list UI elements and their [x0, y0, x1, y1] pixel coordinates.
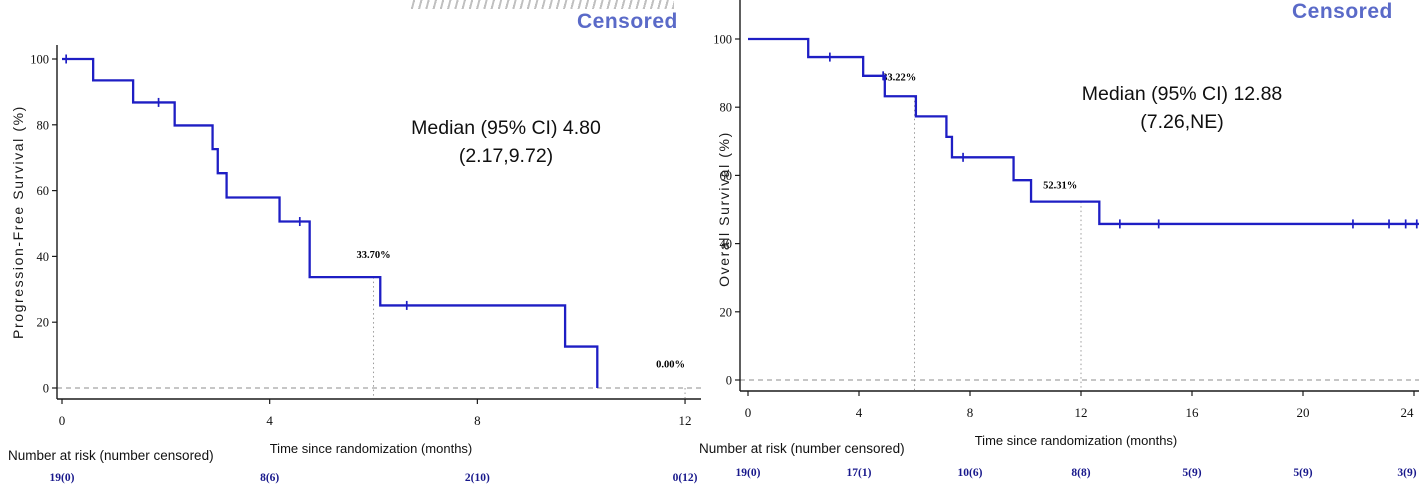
- pfs-y-axis-title: Progression-Free Survival (%): [10, 105, 26, 339]
- y-tick-label: 0: [43, 382, 49, 396]
- y-tick-label: 80: [37, 118, 50, 132]
- y-tick-label: 40: [37, 250, 50, 264]
- risk-count: 0(12): [673, 472, 698, 484]
- y-tick-label: 0: [726, 374, 732, 388]
- overall-survival-chart: 83.22% 52.31% 0 20 40 60 80 100 0 4 8 12 16 20 24 19(0)…: [713, 0, 1419, 479]
- km-step-curve: [748, 37, 1419, 226]
- os-censored-legend: Censored: [1292, 0, 1393, 23]
- x-tick-label: 20: [1297, 405, 1310, 420]
- hatch-watermark: [408, 0, 674, 9]
- x-tick-label: 24: [1401, 405, 1415, 420]
- progression-free-survival-chart: 33.70% 0.00% 0 20 40 60 80 100 0 4 8 12 19(0) 8(6) 2(1…: [30, 45, 701, 484]
- y-tick-label: 20: [720, 305, 733, 319]
- km-step-curve: [62, 57, 599, 388]
- os-median-line2: (7.26,NE): [1140, 111, 1224, 133]
- landmark-label: 52.31%: [1043, 180, 1077, 191]
- os-median-line1: Median (95% CI) 12.88: [1081, 83, 1283, 105]
- y-tick-label: 20: [37, 316, 50, 330]
- risk-count: 19(0): [736, 467, 761, 479]
- risk-count: 17(1): [847, 467, 872, 479]
- x-tick-label: 12: [679, 413, 692, 428]
- x-tick-label: 4: [266, 413, 273, 428]
- risk-count: 8(6): [260, 472, 279, 484]
- os-y-axis-title: Overall Survival (%): [716, 131, 732, 287]
- pfs-risk-table-header: Number at risk (number censored): [8, 448, 214, 463]
- x-tick-label: 8: [967, 405, 974, 420]
- pfs-median-annotation: Median (95% CI) 4.80 (2.17,9.72): [346, 114, 666, 170]
- risk-count: 2(10): [465, 472, 490, 484]
- pfs-censored-legend: Censored: [577, 10, 678, 33]
- x-tick-label: 0: [745, 405, 752, 420]
- os-x-axis-title: Time since randomization (months): [974, 433, 1178, 448]
- y-tick-label: 40: [720, 237, 733, 251]
- y-tick-label: 100: [30, 53, 49, 67]
- pfs-median-line1: Median (95% CI) 4.80: [411, 117, 601, 139]
- pfs-median-line2: (2.17,9.72): [458, 145, 554, 167]
- landmark-label: 83.22%: [882, 73, 916, 84]
- landmark-label: 33.70%: [356, 250, 390, 261]
- x-tick-label: 12: [1075, 405, 1088, 420]
- y-tick-label: 60: [720, 169, 733, 183]
- risk-count: 10(6): [958, 467, 983, 479]
- x-tick-label: 8: [474, 413, 481, 428]
- risk-count: 3(9): [1397, 467, 1416, 479]
- x-tick-label: 0: [59, 413, 66, 428]
- risk-count: 5(9): [1182, 467, 1201, 479]
- x-tick-label: 16: [1186, 405, 1200, 420]
- os-median-annotation: Median (95% CI) 12.88 (7.26,NE): [1022, 80, 1342, 136]
- risk-count: 19(0): [50, 472, 75, 484]
- pfs-x-axis-title: Time since randomization (months): [269, 441, 473, 456]
- risk-count: 8(8): [1071, 467, 1090, 479]
- y-tick-label: 80: [720, 101, 733, 115]
- risk-count: 5(9): [1293, 467, 1312, 479]
- x-tick-label: 4: [856, 405, 863, 420]
- landmark-label: 0.00%: [656, 360, 685, 371]
- y-tick-label: 60: [37, 184, 50, 198]
- y-tick-label: 100: [713, 33, 732, 47]
- os-risk-table-header: Number at risk (number censored): [699, 441, 905, 456]
